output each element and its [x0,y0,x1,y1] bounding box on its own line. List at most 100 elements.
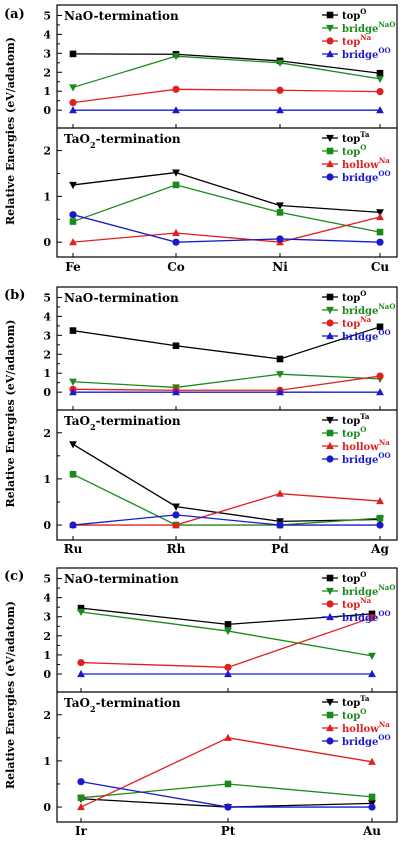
data-point-bridge-NaO [172,53,180,61]
y-tick-label: 4 [43,592,51,605]
legend-entry: bridgeOO [342,328,391,343]
legend-marker [326,134,334,143]
tao2-subplot: 0 1 2 TaO2-termination topTatopOhollowNabrid… [43,694,390,814]
series-line-top-Na [72,88,381,104]
y-tick-label: 1 [43,85,51,98]
legend-marker [326,587,334,596]
panel-frame [56,286,398,541]
category-label: Pt [221,824,236,838]
legend-marker [326,331,334,340]
subplot-title: TaO2-termination [64,414,181,432]
data-point-hollow-Na [172,228,180,237]
y-tick-label: 2 [43,630,51,643]
data-point-top-O [376,514,384,522]
data-point-top-Ta [69,181,77,190]
chart-panel-2: (b) Relative Energies (eV/adatom) Ru Rh Pd Ag… [4,286,398,556]
legend-entry: topO [342,143,366,158]
legend-entry: topO [342,289,366,304]
subplot-title: TaO2-termination [64,696,181,714]
category-label: Co [167,260,185,274]
legend-marker [326,441,334,450]
legend-entry: topNa [342,315,372,330]
series-line-top-O [72,473,381,526]
legend-marker [326,49,334,58]
y-tick-label: 1 [43,190,51,203]
series-line-top-O [72,184,381,233]
legend-marker [326,173,334,181]
y-tick-label: 3 [43,611,51,624]
y-tick-label: 3 [43,329,51,342]
data-point-top-Ta [69,441,77,449]
legend-entry: topTa [342,412,370,427]
data-point-bridge-OO [69,211,77,219]
legend-entry: bridgeOO [342,46,391,61]
data-point-top-O [77,794,85,802]
legend-entry: hollowNa [342,438,390,453]
legend-marker [326,11,334,19]
data-point-bridge-OO [172,388,180,396]
data-point-bridge-NaO [276,59,284,67]
data-point-bridge-NaO [69,84,77,92]
data-point-bridge-OO [376,521,384,529]
legend-marker [326,723,334,732]
y-tick-label: 0 [43,236,51,249]
data-point-top-Ta [276,202,284,210]
data-point-top-O [69,218,77,225]
series-line-hollow-Na [72,216,381,243]
data-point-top-O [172,342,180,350]
legend-entry: bridgeOO [342,169,391,184]
data-point-hollow-Na [172,520,180,529]
y-tick-label: 0 [43,801,51,814]
legend-marker [326,574,334,582]
data-point-top-O [69,327,77,334]
data-point-top-O [376,69,384,77]
data-point-bridge-OO [276,521,284,529]
subplot-title: NaO-termination [64,9,179,23]
legend-entry: bridgeOO [342,451,391,466]
data-point-hollow-Na [368,757,376,765]
data-point-bridge-NaO [77,608,85,617]
series-line-top-Ta [72,443,381,523]
legend-entry: topO [342,707,366,722]
legend-entry: bridgeNaO [342,583,395,598]
data-point-bridge-NaO [368,652,376,660]
data-point-bridge-NaO [224,627,232,636]
y-tick-label: 5 [43,9,51,22]
series-line-bridge-NaO [72,373,381,389]
data-point-hollow-Na [77,802,85,811]
y-tick-label: 0 [43,519,51,532]
y-tick-label: 3 [43,47,51,60]
y-axis-label: Relative Energies (eV/adatom) [4,601,17,789]
data-point-top-O [368,610,376,618]
data-point-hollow-Na [276,489,284,497]
series-line-bridge-NaO [72,55,381,89]
chart-panel-3: (c) Relative Energies (eV/adatom) Ir Pt Au 0 1… [4,567,398,838]
category-label: Au [362,824,381,838]
data-point-bridge-OO [69,388,77,396]
legend-entry: hollowNa [342,720,390,735]
category-label: Rh [167,542,186,556]
data-point-top-O [172,181,180,189]
data-point-top-Na [224,663,232,671]
data-point-top-O [276,209,284,216]
legend-marker [326,612,334,621]
y-tick-label: 4 [43,28,51,41]
tao2-subplot: 0 1 2 TaO2-termination topTatopOhollowNabrid… [43,130,390,249]
y-axis-label: Relative Energies (eV/adatom) [4,320,17,508]
legend-marker [326,737,334,745]
category-label: Ni [272,260,288,274]
series-line-hollow-Na [73,493,381,526]
data-point-hollow-Na [69,238,77,246]
data-point-bridge-OO [276,235,284,243]
data-point-bridge-OO [368,803,376,811]
series-line-top-O [72,326,381,360]
legend-entry: topO [342,570,366,585]
legend-entry: bridgeNaO [342,20,395,35]
legend-marker [326,711,334,719]
data-point-bridge-OO [276,388,284,396]
y-tick-label: 2 [43,145,51,158]
legend-entry: topNa [342,596,372,611]
